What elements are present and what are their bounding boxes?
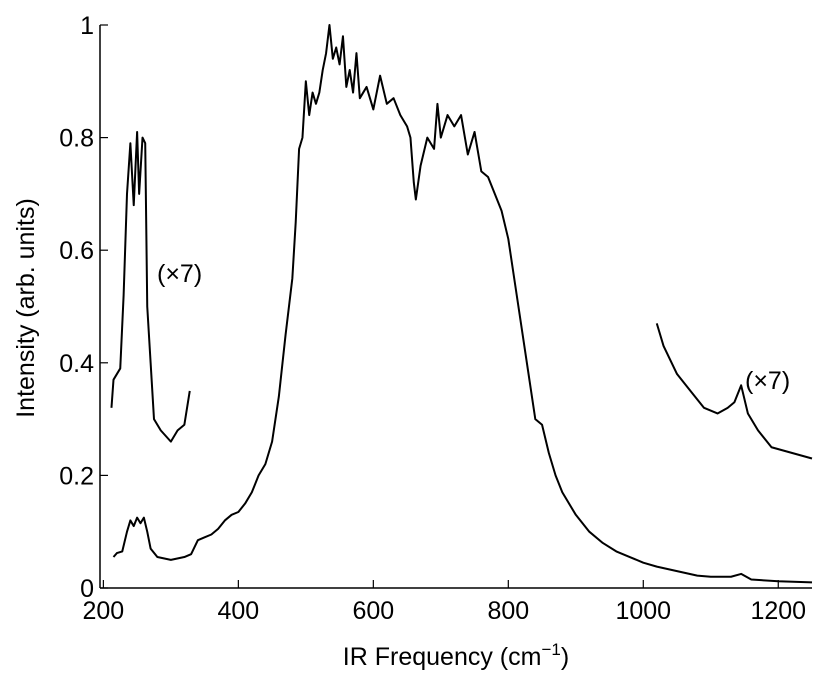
x-tick-label: 800 (487, 597, 529, 625)
y-tick-label: 0.6 (59, 237, 94, 265)
x-tick-label: 200 (83, 597, 125, 625)
x-axis-label: IR Frequency (cm−1) (343, 640, 569, 671)
y-tick-label: 0.8 (59, 125, 94, 153)
x-label-text: IR Frequency (cm (343, 643, 542, 671)
y-axis-label: Intensity (arb. units) (12, 198, 40, 418)
annotation: (×7) (745, 367, 790, 395)
line-series (112, 24, 813, 584)
x-tick-label: 600 (352, 597, 394, 625)
x-label-superscript: −1 (541, 640, 560, 659)
x-label-end: ) (561, 643, 569, 671)
annotation: (×7) (157, 260, 202, 288)
x-tick-label: 1000 (615, 597, 671, 625)
line-series (110, 130, 191, 443)
y-tick-label: 0 (80, 575, 94, 603)
x-tick-label: 1200 (750, 597, 806, 625)
y-tick-label: 0.2 (59, 462, 94, 490)
y-tick-label: 0.4 (59, 350, 94, 378)
line-series (655, 323, 813, 460)
y-tick-label: 1 (80, 12, 94, 40)
x-tick-label: 400 (217, 597, 259, 625)
